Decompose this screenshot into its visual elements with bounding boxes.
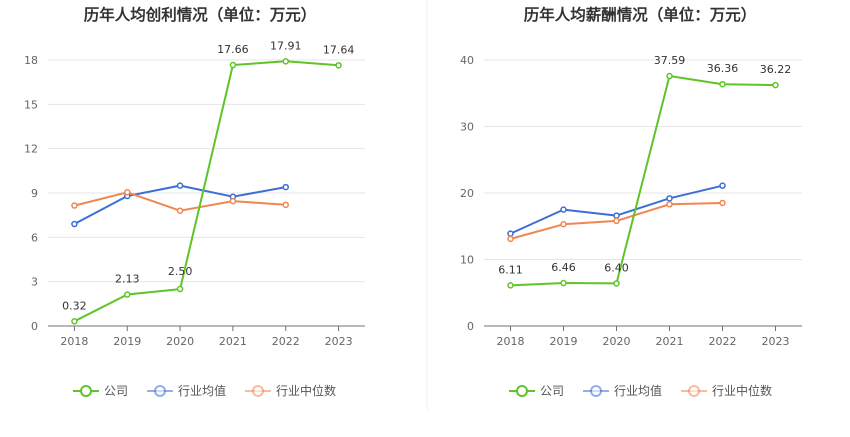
data-point[interactable] <box>176 207 184 214</box>
legend-label: 行业均值 <box>178 383 226 398</box>
x-tick-label: 2019 <box>550 335 578 348</box>
y-tick-label: 40 <box>460 54 474 67</box>
y-tick-label: 9 <box>31 187 38 200</box>
data-point[interactable] <box>176 182 184 189</box>
x-tick-label: 2021 <box>656 335 684 348</box>
x-tick-label: 2023 <box>762 335 790 348</box>
legend-label: 行业均值 <box>614 383 662 398</box>
y-tick-label: 6 <box>31 231 38 244</box>
x-tick-label: 2021 <box>219 335 247 348</box>
data-point[interactable] <box>719 199 726 207</box>
data-point[interactable] <box>772 81 779 89</box>
data-label: 17.91 <box>270 39 302 52</box>
data-point[interactable] <box>229 197 237 205</box>
chart-panel-profit: 历年人均创利情况（单位：万元） 0 3 6 9 12 15 18 2018 2019 2020 202… <box>24 5 365 398</box>
data-label: 36.22 <box>760 63 792 76</box>
data-point[interactable] <box>124 291 131 298</box>
x-tick-label: 2019 <box>113 335 141 348</box>
data-point[interactable] <box>666 72 673 80</box>
legend-marker <box>516 385 528 397</box>
legend-label: 公司 <box>540 384 564 398</box>
x-tick-label: 2018 <box>60 335 88 348</box>
y-tick-label: 12 <box>24 143 38 156</box>
data-point[interactable] <box>507 282 514 289</box>
y-tick-label: 20 <box>460 187 474 200</box>
data-point[interactable] <box>613 280 620 287</box>
data-point[interactable] <box>560 221 567 228</box>
legend-item-1[interactable]: 行业均值 <box>147 383 226 398</box>
x-tick-label: 2020 <box>166 335 194 348</box>
chart-panel-salary: 历年人均薪酬情况（单位：万元） 0 10 20 30 40 2018 2019 2020 2021… <box>460 5 802 398</box>
legend-label: 公司 <box>104 384 128 398</box>
data-point[interactable] <box>666 195 673 202</box>
legend-item-2[interactable]: 行业中位数 <box>245 383 336 398</box>
y-tick-label: 30 <box>460 121 474 134</box>
legend-label: 行业中位数 <box>276 383 336 398</box>
data-label: 2.50 <box>168 265 193 278</box>
y-tick-label: 10 <box>460 254 474 267</box>
legend-item-0[interactable]: 公司 <box>73 384 128 398</box>
chart-title: 历年人均薪酬情况（单位：万元） <box>524 5 757 24</box>
x-tick-label: 2018 <box>497 335 525 348</box>
legend-item-2[interactable]: 行业中位数 <box>681 383 772 398</box>
data-label: 17.66 <box>217 43 249 56</box>
legend-item-0[interactable]: 公司 <box>509 384 564 398</box>
data-label: 17.64 <box>323 43 355 56</box>
y-tick-label: 18 <box>24 54 38 67</box>
series-line-1 <box>73 184 286 225</box>
y-tick-label: 0 <box>467 320 474 333</box>
series-line-0 <box>510 75 776 287</box>
data-point[interactable] <box>229 61 237 69</box>
data-point[interactable] <box>282 201 289 209</box>
data-label: 0.32 <box>62 299 87 312</box>
series-line-0 <box>73 60 339 323</box>
y-tick-label: 0 <box>31 320 38 333</box>
data-point[interactable] <box>560 206 567 213</box>
data-point[interactable] <box>71 202 78 209</box>
legend-marker <box>154 385 166 397</box>
data-label: 6.11 <box>498 263 523 276</box>
data-point[interactable] <box>719 80 726 88</box>
legend-label: 行业中位数 <box>712 383 772 398</box>
data-point[interactable] <box>507 235 514 243</box>
y-tick-label: 15 <box>24 98 38 111</box>
x-tick-label: 2023 <box>325 335 353 348</box>
data-point[interactable] <box>560 279 567 287</box>
data-point[interactable] <box>124 189 131 196</box>
y-tick-label: 3 <box>31 276 38 289</box>
data-point[interactable] <box>613 212 620 219</box>
data-point[interactable] <box>507 230 514 237</box>
data-point[interactable] <box>71 220 78 228</box>
data-label: 6.40 <box>604 261 629 274</box>
legend-marker <box>252 385 264 397</box>
data-point[interactable] <box>666 201 673 208</box>
data-point[interactable] <box>282 183 289 191</box>
chart-title: 历年人均创利情况（单位：万元） <box>84 5 317 24</box>
data-point[interactable] <box>71 318 78 325</box>
data-point[interactable] <box>176 285 184 293</box>
data-label: 2.13 <box>115 273 140 286</box>
data-point[interactable] <box>282 58 289 65</box>
legend-marker <box>80 385 92 397</box>
legend-marker <box>590 385 602 397</box>
x-tick-label: 2022 <box>709 335 737 348</box>
x-tick-label: 2022 <box>272 335 300 348</box>
legend-marker <box>688 385 700 397</box>
data-point[interactable] <box>613 217 620 225</box>
data-label: 37.59 <box>654 54 686 67</box>
x-tick-label: 2020 <box>603 335 631 348</box>
data-label: 6.46 <box>551 261 576 274</box>
data-label: 36.36 <box>707 62 739 75</box>
data-point[interactable] <box>719 182 726 189</box>
data-point[interactable] <box>335 62 342 69</box>
legend-item-1[interactable]: 行业均值 <box>583 383 662 398</box>
